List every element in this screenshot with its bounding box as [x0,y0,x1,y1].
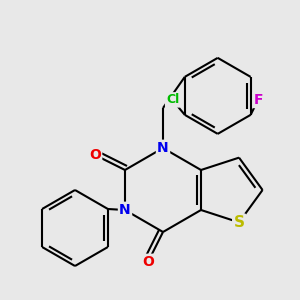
Text: Cl: Cl [166,93,179,106]
Text: O: O [142,255,154,269]
Text: O: O [89,148,101,162]
Text: N: N [157,141,169,155]
Text: N: N [119,203,131,217]
Text: S: S [233,215,244,230]
Text: F: F [254,93,263,107]
